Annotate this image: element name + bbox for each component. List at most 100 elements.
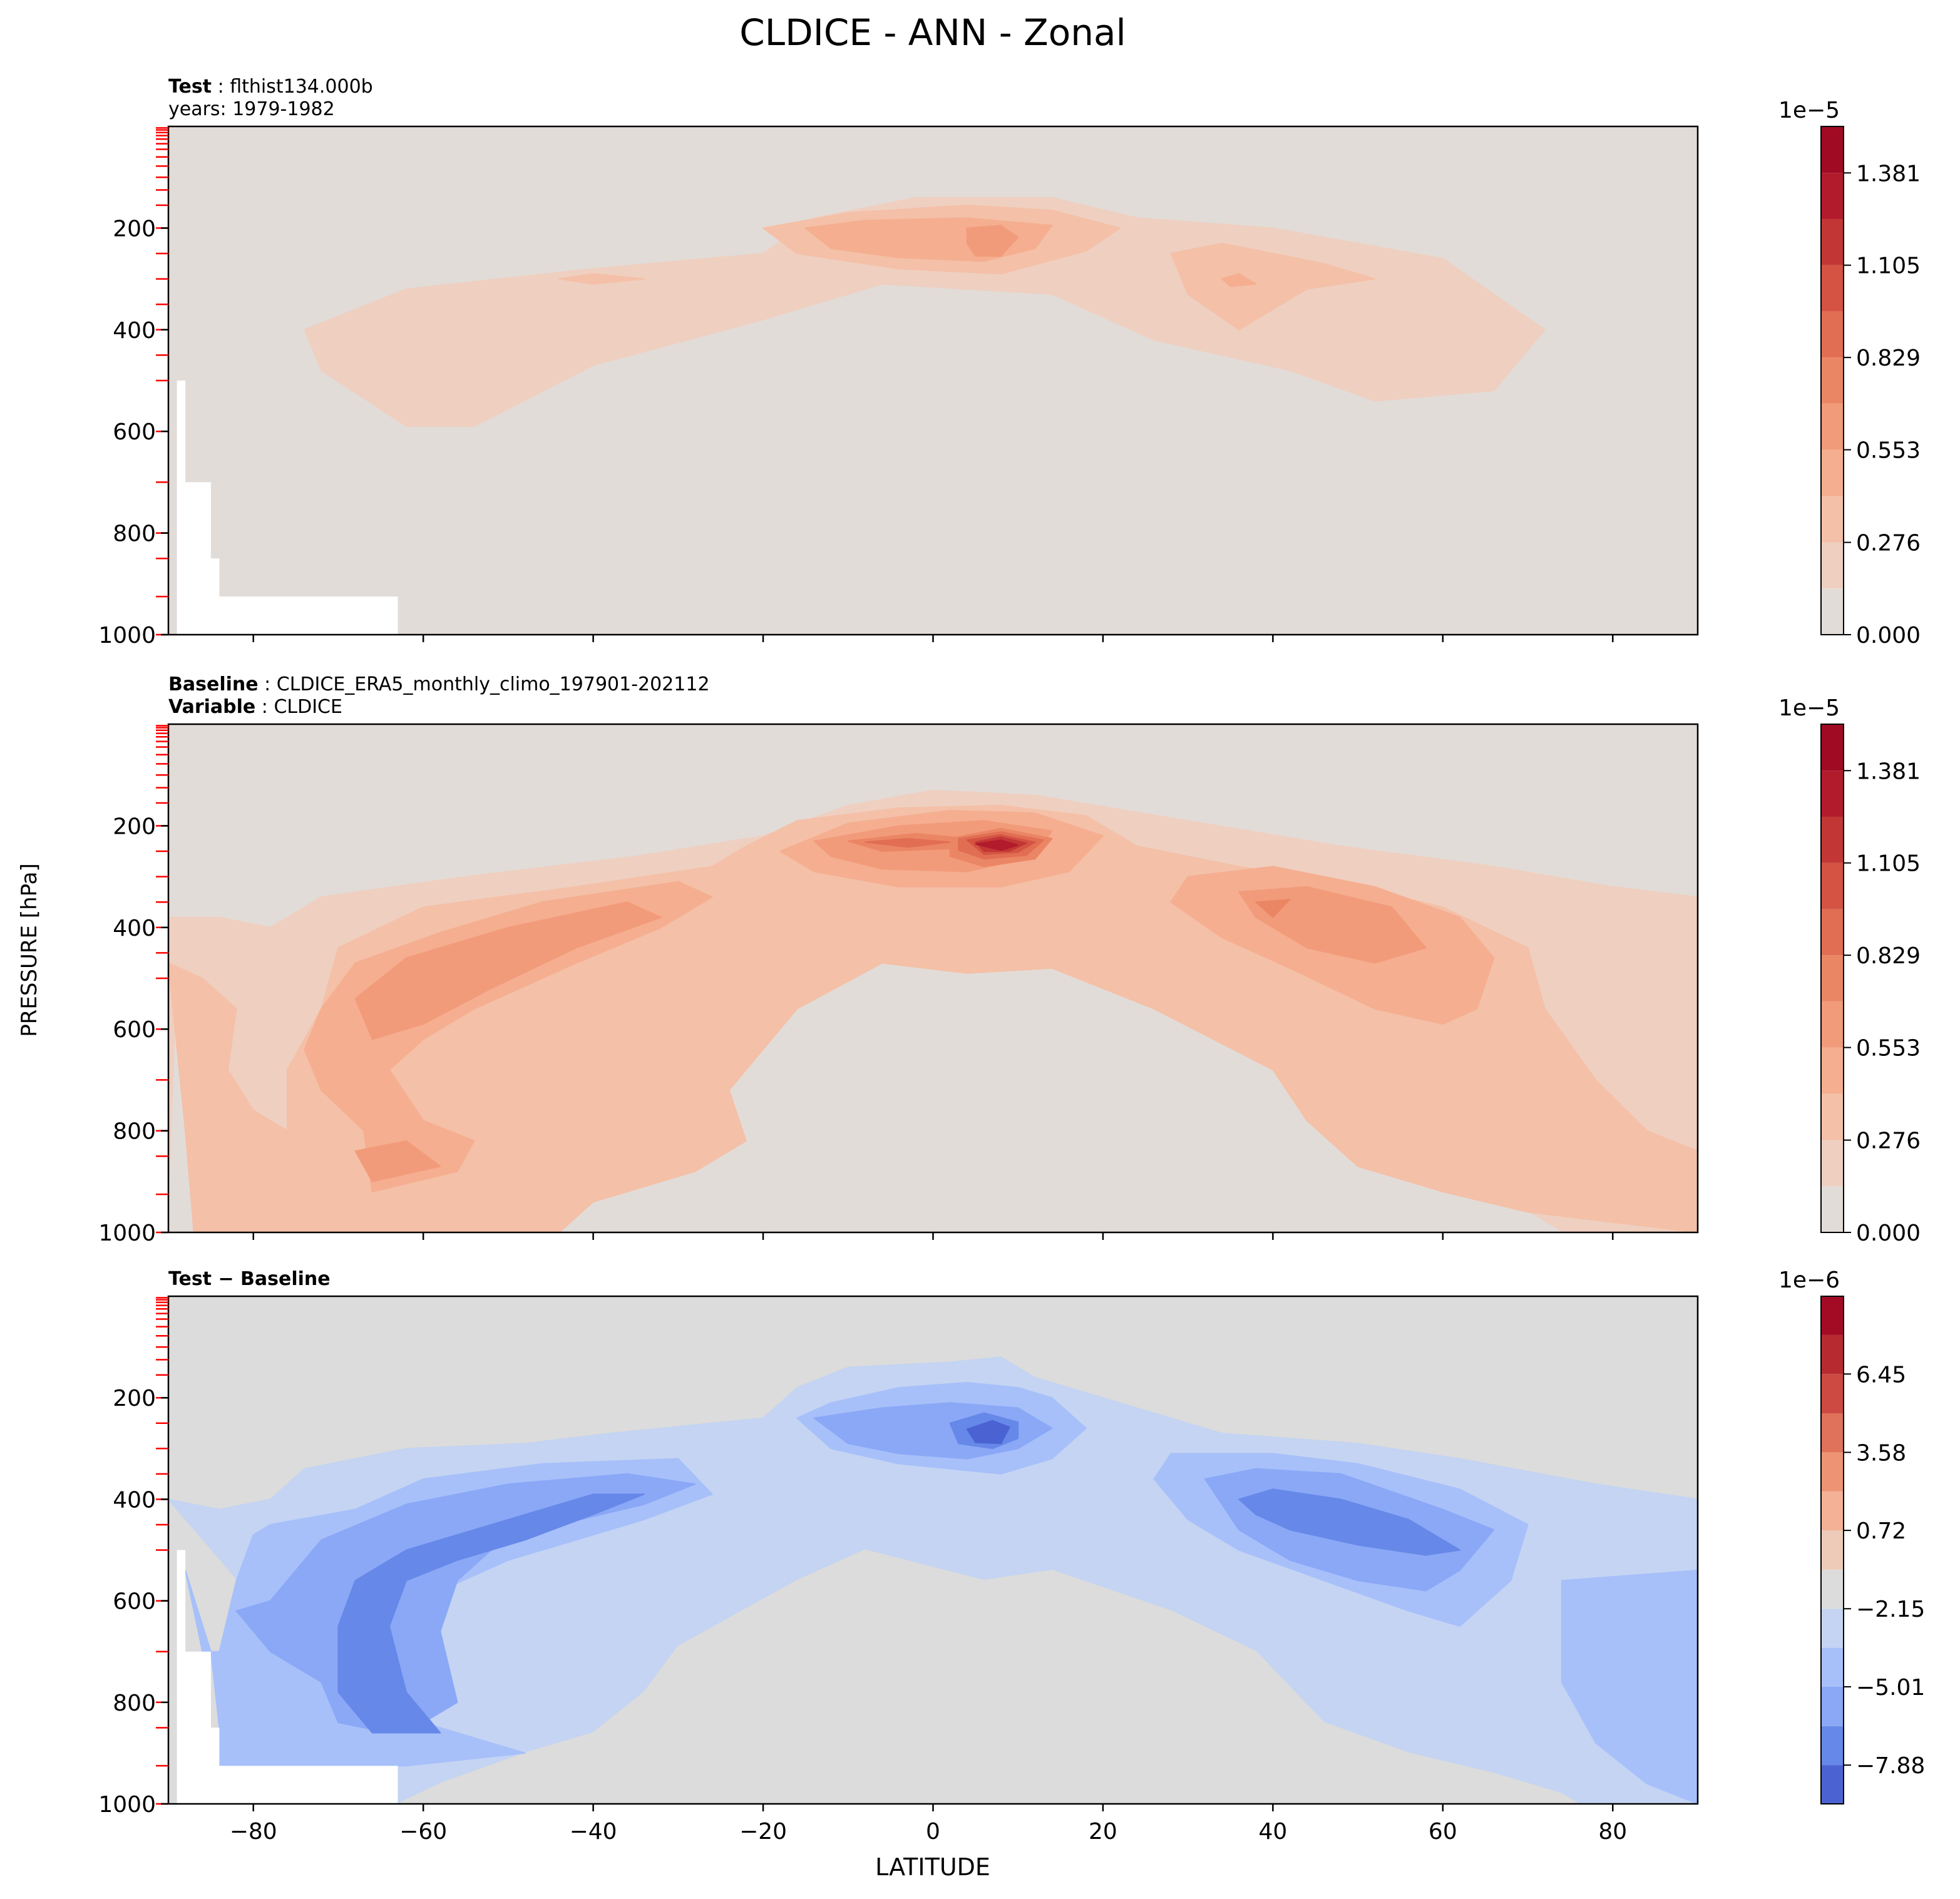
colorbar-segment-6 xyxy=(1821,909,1844,956)
x-tick-label-6: 40 xyxy=(1258,1819,1287,1845)
y-tick-label-1000: 1000 xyxy=(98,1792,156,1818)
y-tick-label-800: 800 xyxy=(113,1691,156,1716)
x-tick-label-1: −60 xyxy=(399,1819,447,1845)
colorbar-baseline: 0.000 0.276 0.553 0.829 1.105 1.381 1e−5 xyxy=(1778,695,1921,1246)
colorbar-segment-6 xyxy=(1821,1530,1844,1570)
y-tick-label-600: 600 xyxy=(113,1589,156,1615)
y-tick-label-1000: 1000 xyxy=(98,623,156,648)
contour-region-13 xyxy=(1255,899,1291,918)
colorbar-segment-1 xyxy=(1821,1140,1844,1187)
colorbar-tick-label-4: 1.105 xyxy=(1856,253,1921,279)
meta-sep: : xyxy=(212,76,230,98)
colorbar-segment-4 xyxy=(1821,1001,1844,1048)
colorbar-tick-label-2: 0.553 xyxy=(1856,1036,1921,1062)
colorbar-frame xyxy=(1820,126,1844,635)
contour-region-5 xyxy=(1561,1569,1698,1804)
colorbar-tick-label-3: 0.72 xyxy=(1856,1518,1906,1544)
colorbar-tick-label-1: 0.276 xyxy=(1856,531,1921,556)
colorbar-segment-10 xyxy=(1821,126,1844,173)
contour-region-10 xyxy=(1238,886,1427,964)
colorbar-segment-7 xyxy=(1821,265,1844,312)
colorbar-tick-label-4: 1.105 xyxy=(1856,851,1921,877)
contour-region-7 xyxy=(354,901,662,1040)
y-tick-label-800: 800 xyxy=(113,521,156,547)
colorbar-segment-5 xyxy=(1821,955,1844,1001)
colorbar-tick-label-0: −7.88 xyxy=(1856,1753,1925,1779)
meta-bold: Baseline xyxy=(168,673,259,695)
colorbar-exponent-label: 1e−5 xyxy=(1778,695,1840,721)
meta-text: CLDICE_ERA5_monthly_climo_197901-202112 xyxy=(277,673,710,695)
colorbar-segment-2 xyxy=(1821,1093,1844,1140)
colorbar-segment-8 xyxy=(1821,218,1844,265)
x-tick-label-3: −20 xyxy=(739,1819,787,1845)
colorbar-test: 0.000 0.276 0.553 0.829 1.105 1.381 1e−5 xyxy=(1778,98,1921,648)
colorbar-segment-9 xyxy=(1821,173,1844,219)
y-tick-label-200: 200 xyxy=(113,814,156,839)
colorbar-segment-5 xyxy=(1821,357,1844,404)
colorbar-segment-1 xyxy=(1821,1726,1844,1766)
meta-text: CLDICE xyxy=(274,696,342,718)
colorbar-difference: −7.88 −5.01 −2.15 0.72 3.58 6.45 1e−6 xyxy=(1778,1267,1925,1804)
colorbar-exponent-label: 1e−5 xyxy=(1778,98,1840,123)
plot-area xyxy=(168,724,1698,1232)
x-tick-label-4: 0 xyxy=(926,1819,940,1845)
meta-bold: Test − Baseline xyxy=(168,1268,331,1290)
y-tick-label-1000: 1000 xyxy=(98,1221,156,1246)
contour-region-3 xyxy=(1170,242,1376,330)
colorbar-tick-label-0: 0.000 xyxy=(1856,1221,1921,1246)
y-tick-label-400: 400 xyxy=(113,318,156,344)
y-tick-label-600: 600 xyxy=(113,419,156,445)
y-tick-label-200: 200 xyxy=(113,1386,156,1411)
colorbar-segment-2 xyxy=(1821,1686,1844,1726)
panel-baseline: 200 400 600 800 1000 Baseline : CLDICE_ERA5_m… xyxy=(98,673,1921,1246)
contour-region-11 xyxy=(1238,1488,1460,1556)
colorbar-tick-label-3: 0.829 xyxy=(1856,943,1921,969)
contour-region-6 xyxy=(966,225,1019,257)
meta-sep: : xyxy=(259,673,277,695)
colorbar-segment-9 xyxy=(1821,770,1844,817)
colorbar-tick-label-1: −5.01 xyxy=(1856,1675,1925,1701)
meta-sep: : xyxy=(255,696,274,718)
x-axis-label: LATITUDE xyxy=(875,1853,990,1881)
colorbar-segment-0 xyxy=(1821,588,1844,635)
panel-meta-line-0: Baseline : CLDICE_ERA5_monthly_climo_197… xyxy=(168,673,710,695)
contour-region-8 xyxy=(354,1140,441,1182)
colorbar-segment-10 xyxy=(1821,724,1844,771)
colorbar-segment-10 xyxy=(1821,1374,1844,1414)
y-tick-label-200: 200 xyxy=(113,216,156,242)
y-tick-label-800: 800 xyxy=(113,1119,156,1145)
colorbar-tick-label-5: 1.381 xyxy=(1856,161,1921,187)
meta-text: flthist134.000b xyxy=(230,76,373,98)
x-tick-label-5: 20 xyxy=(1089,1819,1117,1845)
panel-meta-line-1: years: 1979-1982 xyxy=(168,98,335,120)
colorbar-tick-label-0: 0.000 xyxy=(1856,623,1921,648)
x-tick-label-7: 60 xyxy=(1429,1819,1457,1845)
colorbar-segment-0 xyxy=(1821,1186,1844,1232)
contour-region-1 xyxy=(558,273,645,285)
colorbar-exponent-label: 1e−6 xyxy=(1778,1267,1840,1293)
contour-region-14 xyxy=(864,837,951,848)
contour-region-9 xyxy=(337,1493,645,1734)
colorbar-tick-label-5: 1.381 xyxy=(1856,759,1921,784)
figure-title: CLDICE - ANN - Zonal xyxy=(739,11,1126,54)
colorbar-segment-4 xyxy=(1821,1609,1844,1648)
colorbar-segment-2 xyxy=(1821,496,1844,543)
colorbar-segment-3 xyxy=(1821,1647,1844,1687)
x-tick-label-8: 80 xyxy=(1598,1819,1627,1845)
colorbar-segment-4 xyxy=(1821,403,1844,450)
panel-meta-line-0: Test : flthist134.000b xyxy=(168,76,373,98)
y-tick-label-400: 400 xyxy=(113,916,156,941)
colorbar-segment-12 xyxy=(1821,1296,1844,1335)
colorbar-tick-label-2: 0.553 xyxy=(1856,438,1921,464)
y-axis-label: PRESSURE [hPa] xyxy=(17,863,42,1037)
y-tick-label-400: 400 xyxy=(113,1487,156,1513)
colorbar-segment-3 xyxy=(1821,1047,1844,1094)
missing-data-region xyxy=(177,1550,398,1804)
colorbar-segment-3 xyxy=(1821,449,1844,496)
colorbar-tick-label-3: 0.829 xyxy=(1856,346,1921,371)
contour-region-5 xyxy=(1221,273,1257,287)
meta-bold: Variable xyxy=(168,696,255,718)
colorbar-segment-8 xyxy=(1821,1452,1844,1492)
